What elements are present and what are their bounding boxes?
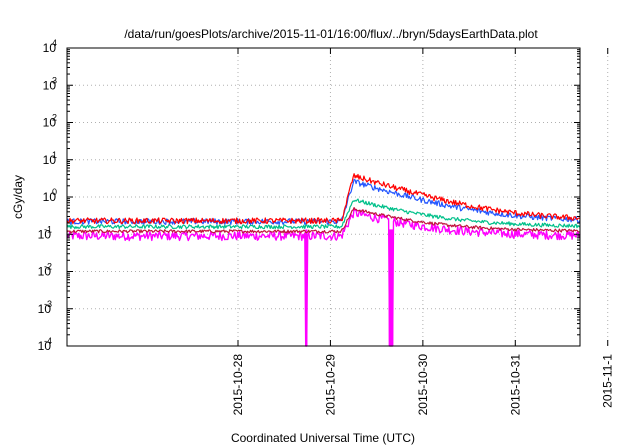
x-tick-label: 2015-11-1: [601, 354, 615, 408]
y-axis: 10-4 10-3 10-2 10-1 100 101 102 103 104: [38, 38, 580, 353]
x-axis: 2015-10-28 2015-10-29 2015-10-30 2015-10-31…: [231, 48, 615, 415]
y-axis-label: cGy/day: [11, 175, 25, 219]
x-tick-label: 2015-10-30: [416, 354, 430, 416]
x-tick-label: 2015-10-29: [323, 354, 337, 416]
series-layer: [66, 173, 581, 347]
y-tick-label: 10-2: [38, 262, 52, 279]
x-axis-label: Coordinated Universal Time (UTC): [231, 431, 415, 445]
y-tick-label: 104: [43, 38, 57, 55]
y-tick-label: 100: [43, 187, 57, 204]
y-tick-label: 10-3: [38, 299, 52, 316]
x-tick-label: 2015-10-31: [508, 354, 522, 416]
series-dropout: [388, 229, 394, 346]
y-tick-label: 10-1: [38, 224, 52, 241]
y-tick-label: 101: [43, 150, 57, 167]
chart-title: /data/run/goesPlots/archive/2015-11-01/1…: [124, 27, 538, 41]
series-line-4: [66, 178, 581, 225]
series-line-1: [66, 207, 581, 347]
series-line-2: [66, 207, 580, 234]
y-tick-label: 102: [43, 113, 57, 130]
y-tick-label: 10-4: [38, 336, 52, 353]
series-dropout: [305, 229, 308, 346]
series-line-5: [66, 173, 581, 225]
x-tick-label: 2015-10-28: [231, 354, 245, 416]
series-line-3: [66, 198, 581, 230]
grid: [67, 48, 609, 346]
y-tick-label: 103: [43, 75, 57, 92]
